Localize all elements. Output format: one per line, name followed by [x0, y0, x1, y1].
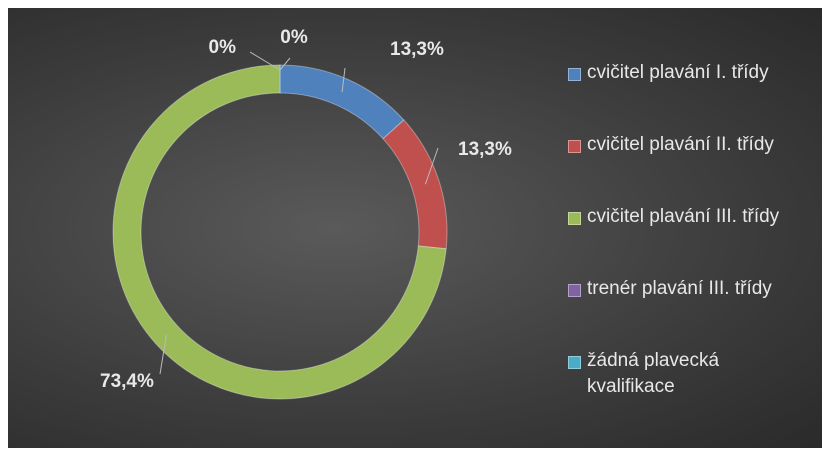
leader-line: [424, 147, 439, 185]
legend-item: cvičitel plavání I. třídy: [568, 60, 769, 86]
legend-swatch: [568, 68, 581, 81]
leader-line: [341, 67, 346, 93]
legend-item: cvičitel plavání II. třídy: [568, 132, 774, 158]
legend-swatch: [568, 356, 581, 369]
data-label: 0%: [209, 37, 237, 58]
data-label: 0%: [280, 27, 308, 48]
legend-swatch: [568, 140, 581, 153]
data-label: 13,3%: [390, 39, 444, 60]
data-label: 13,3%: [458, 139, 512, 160]
legend-swatch: [568, 284, 581, 297]
legend-label: cvičitel plavání III. třídy: [587, 206, 780, 227]
leader-line: [279, 57, 291, 71]
chart-background: [8, 8, 822, 448]
legend-item: trenér plavání III. třídy: [568, 276, 772, 302]
donut-segment: [279, 64, 405, 140]
donut-segment: [112, 64, 447, 400]
legend-item: žádná plavecká kvalifikace: [568, 348, 767, 400]
legend-label: cvičitel plavání II. třídy: [587, 134, 774, 155]
leader-line: [249, 51, 281, 71]
legend-item: cvičitel plavání III. třídy: [568, 204, 779, 230]
legend-label: žádná plavecká kvalifikace: [587, 350, 720, 397]
legend-swatch: [568, 212, 581, 225]
data-label: 73,4%: [100, 371, 154, 392]
donut-segment: [382, 119, 448, 250]
legend-label: cvičitel plavání I. třídy: [587, 62, 769, 83]
legend-label: trenér plavání III. třídy: [587, 278, 772, 299]
leader-line: [159, 334, 168, 375]
